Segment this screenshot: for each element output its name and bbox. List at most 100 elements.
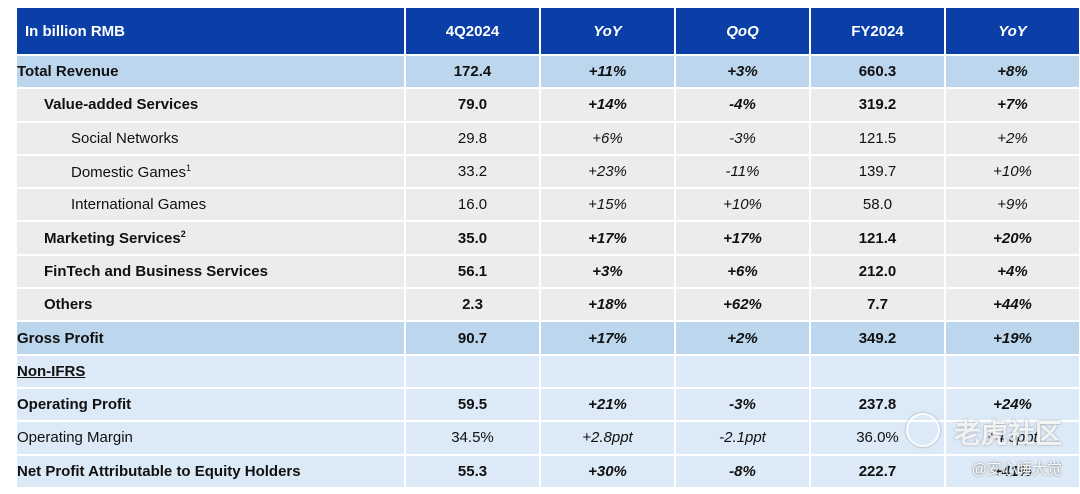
row-label: Domestic Games: [71, 163, 187, 181]
cell-yoy-q: +14%: [540, 88, 676, 123]
empty-cell: [945, 354, 1080, 389]
table-row-social-networks: Social Networks 29.8 +6% -3% 121.5 +2%: [17, 121, 1080, 156]
cell-yoy-fy: +19%: [945, 321, 1080, 356]
cell-yoy-fy: +4%: [945, 254, 1080, 290]
table-row-vas: Value-added Services 79.0 +14% -4% 319.2…: [17, 88, 1080, 123]
cell-yoy-fy: +41%: [945, 454, 1080, 489]
cell-fy2024: 349.2: [810, 321, 946, 356]
cell-yoy-q: +21%: [540, 387, 676, 423]
section-heading-non-ifrs: Non-IFRS: [17, 362, 86, 380]
cell-yoy-fy: +24%: [945, 387, 1080, 423]
cell-qoq: +10%: [675, 188, 811, 223]
cell-4q2024: 59.5: [405, 387, 541, 423]
cell-yoy-q: +17%: [540, 221, 676, 256]
table-row-fintech: FinTech and Business Services 56.1 +3% +…: [17, 254, 1080, 290]
cell-yoy-q: +15%: [540, 188, 676, 223]
cell-4q2024: 55.3: [405, 454, 541, 489]
cell-fy2024: 121.5: [810, 121, 946, 156]
row-label: Value-added Services: [17, 88, 406, 123]
table-row-domestic-games: Domestic Games1 33.2 +23% -11% 139.7 +10…: [17, 154, 1080, 190]
cell-fy2024: 222.7: [810, 454, 946, 489]
cell-qoq: -8%: [675, 454, 811, 489]
cell-qoq: -3%: [675, 387, 811, 423]
row-label: International Games: [17, 188, 406, 223]
table-row-gross-profit: Gross Profit 90.7 +17% +2% 349.2 +19%: [17, 321, 1080, 356]
cell-4q2024: 56.1: [405, 254, 541, 290]
cell-qoq: +3%: [675, 55, 811, 90]
cell-yoy-q: +18%: [540, 288, 676, 323]
cell-fy2024: 121.4: [810, 221, 946, 256]
cell-fy2024: 212.0: [810, 254, 946, 290]
cell-yoy-q: +23%: [540, 154, 676, 190]
row-label: Operating Margin: [17, 421, 406, 456]
cell-yoy-q: +17%: [540, 321, 676, 356]
cell-4q2024: 35.0: [405, 221, 541, 256]
watermark-brand: 老虎社区: [954, 419, 1062, 449]
empty-cell: [540, 354, 676, 389]
cell-yoy-fy: +2%: [945, 121, 1080, 156]
cell-yoy-q: +2.8ppt: [540, 421, 676, 456]
table-row-operating-margin: Operating Margin 34.5% +2.8ppt -2.1ppt 3…: [17, 421, 1080, 456]
table-header-row: In billion RMB 4Q2024 YoY QoQ FY2024 YoY: [17, 8, 1080, 56]
cell-4q2024: 29.8: [405, 121, 541, 156]
cell-yoy-fy: +9%: [945, 188, 1080, 223]
cell-yoy-q: +30%: [540, 454, 676, 489]
financial-table: In billion RMB 4Q2024 YoY QoQ FY2024 YoY…: [17, 8, 1080, 489]
watermark-logo-icon: [906, 413, 940, 447]
cell-fy2024: 139.7: [810, 154, 946, 190]
cell-fy2024: 7.7: [810, 288, 946, 323]
cell-4q2024: 2.3: [405, 288, 541, 323]
header-4q2024: 4Q2024: [405, 8, 541, 56]
cell-yoy-q: +6%: [540, 121, 676, 156]
cell-fy2024: 660.3: [810, 55, 946, 90]
cell-4q2024: 34.5%: [405, 421, 541, 456]
row-label-cell: Non-IFRS: [17, 354, 406, 389]
row-label: Net Profit Attributable to Equity Holder…: [17, 454, 406, 489]
cell-yoy-fy: +4.5ppt: [945, 421, 1080, 456]
cell-qoq: -2.1ppt: [675, 421, 811, 456]
table-row-marketing-services: Marketing Services2 35.0 +17% +17% 121.4…: [17, 221, 1080, 256]
row-label: Social Networks: [17, 121, 406, 156]
row-label: Gross Profit: [17, 321, 406, 356]
table-row-total-revenue: Total Revenue 172.4 +11% +3% 660.3 +8%: [17, 55, 1080, 90]
cell-yoy-fy: +7%: [945, 88, 1080, 123]
cell-qoq: +17%: [675, 221, 811, 256]
row-label: FinTech and Business Services: [17, 254, 406, 290]
empty-cell: [675, 354, 811, 389]
header-yoy-quarter: YoY: [540, 8, 676, 56]
cell-4q2024: 172.4: [405, 55, 541, 90]
table-row-others: Others 2.3 +18% +62% 7.7 +44%: [17, 288, 1080, 323]
cell-yoy-q: +11%: [540, 55, 676, 90]
cell-4q2024: 16.0: [405, 188, 541, 223]
cell-yoy-fy: +10%: [945, 154, 1080, 190]
cell-qoq: +2%: [675, 321, 811, 356]
cell-4q2024: 79.0: [405, 88, 541, 123]
table-row-non-ifrs-heading: Non-IFRS: [17, 354, 1080, 389]
footnote-marker: 2: [180, 229, 186, 240]
cell-qoq: -4%: [675, 88, 811, 123]
row-label: Others: [17, 288, 406, 323]
cell-qoq: +6%: [675, 254, 811, 290]
header-fy2024: FY2024: [810, 8, 946, 56]
cell-yoy-fy: +8%: [945, 55, 1080, 90]
cell-yoy-fy: +20%: [945, 221, 1080, 256]
empty-cell: [405, 354, 541, 389]
row-label: Operating Profit: [17, 387, 406, 423]
header-unit: In billion RMB: [17, 8, 406, 56]
cell-qoq: +62%: [675, 288, 811, 323]
watermark-handle: @安心睡大觉: [971, 461, 1062, 478]
cell-qoq: -3%: [675, 121, 811, 156]
header-yoy-year: YoY: [945, 8, 1080, 56]
cell-fy2024: 58.0: [810, 188, 946, 223]
table-row-net-profit: Net Profit Attributable to Equity Holder…: [17, 454, 1080, 489]
row-label-cell: Domestic Games1: [17, 154, 406, 190]
cell-4q2024: 90.7: [405, 321, 541, 356]
row-label: Marketing Services: [44, 230, 181, 248]
empty-cell: [810, 354, 946, 389]
cell-qoq: -11%: [675, 154, 811, 190]
cell-yoy-q: +3%: [540, 254, 676, 290]
table-row-international-games: International Games 16.0 +15% +10% 58.0 …: [17, 188, 1080, 223]
header-qoq: QoQ: [675, 8, 811, 56]
cell-fy2024: 319.2: [810, 88, 946, 123]
